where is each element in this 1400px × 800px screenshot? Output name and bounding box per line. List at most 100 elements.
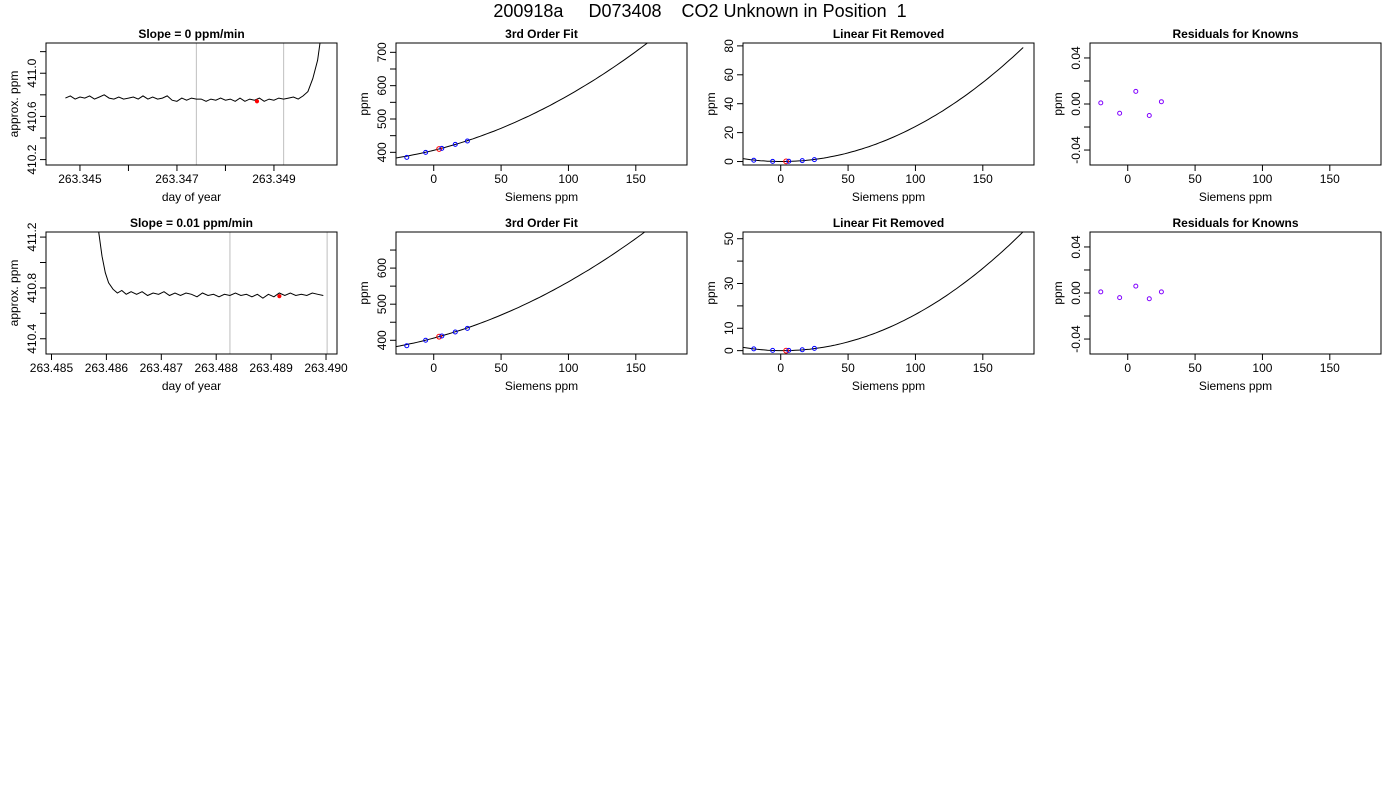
y-tick-label: 0	[722, 347, 736, 354]
data-point	[1098, 100, 1104, 106]
y-tick-label: 500	[375, 109, 389, 129]
data-point	[452, 329, 458, 335]
plot-frame	[395, 42, 688, 166]
unknown-point	[436, 146, 443, 152]
data-point	[799, 347, 805, 353]
data-point	[786, 158, 792, 164]
series-line	[98, 232, 324, 299]
x-axis-label: Siemens ppm	[505, 379, 578, 393]
x-tick-label: 263.488	[195, 361, 239, 375]
x-tick-label: 263.349	[252, 172, 296, 186]
data-point	[1117, 295, 1123, 301]
plot-frame	[45, 42, 338, 166]
panel-3: Linear Fit Removed 0 50 100 150 0 20 40 60 80 Siem…	[704, 27, 1035, 204]
data-point	[770, 158, 776, 164]
x-tick-label: 150	[626, 361, 646, 375]
x-tick-label: 263.489	[249, 361, 293, 375]
panel-title: Residuals for Knowns	[1172, 27, 1298, 41]
y-tick-label: 10	[722, 321, 736, 335]
y-tick-label: 500	[375, 294, 389, 314]
x-axis-label: Siemens ppm	[852, 379, 925, 393]
data-point	[751, 157, 757, 163]
y-tick-label: 400	[375, 330, 389, 350]
x-tick-label: 50	[494, 172, 508, 186]
y-tick-label: 0.00	[1069, 281, 1083, 305]
unknown-point	[436, 333, 443, 340]
y-tick-label: 410.4	[25, 323, 39, 353]
x-tick-label: 263.485	[30, 361, 74, 375]
panel-1: Slope = 0 ppm/min 263.345 263.347 263.349 41…	[7, 27, 338, 204]
x-tick-label: 0	[1124, 172, 1131, 186]
panel-5: Slope = 0.01 ppm/min 263.485 263.486 263.48…	[7, 216, 348, 393]
x-tick-label: 50	[841, 361, 855, 375]
x-tick-label: 263.487	[140, 361, 184, 375]
data-point	[1098, 289, 1104, 295]
panel-title: Linear Fit Removed	[833, 216, 944, 230]
y-tick-label: 60	[722, 68, 736, 82]
data-point	[404, 154, 410, 160]
panel-2: 3rd Order Fit 0 50 100 150 400 500 600 700 Siemen…	[357, 27, 688, 204]
y-tick-label: 0.04	[1069, 235, 1083, 259]
y-tick-label: 20	[722, 126, 736, 140]
data-point	[439, 145, 445, 151]
x-tick-label: 100	[1252, 172, 1272, 186]
plot-frame	[1089, 231, 1382, 355]
x-axis-label: Siemens ppm	[505, 190, 578, 204]
x-tick-label: 50	[1188, 361, 1202, 375]
x-tick-label: 150	[626, 172, 646, 186]
y-tick-label: 80	[722, 39, 736, 53]
x-tick-label: 150	[1320, 172, 1340, 186]
y-tick-label: 410.6	[25, 101, 39, 131]
panel-title: Slope = 0.01 ppm/min	[130, 216, 253, 230]
panel-8: Residuals for Knowns 0 50 100 150 -0.04 0.00 0.…	[1051, 216, 1382, 393]
data-point	[1158, 289, 1164, 295]
data-point	[464, 138, 470, 144]
fit-curve	[396, 232, 646, 348]
panel-title: Linear Fit Removed	[833, 27, 944, 41]
y-tick-label: 600	[375, 75, 389, 95]
x-tick-label: 150	[973, 172, 993, 186]
data-point	[464, 325, 470, 331]
x-tick-label: 150	[973, 361, 993, 375]
highlight-point	[254, 99, 260, 104]
figure-title: 200918a D073408 CO2 Unknown in Position …	[493, 1, 907, 21]
x-tick-label: 50	[494, 361, 508, 375]
x-axis-label: Siemens ppm	[1199, 190, 1272, 204]
x-tick-label: 100	[1252, 361, 1272, 375]
data-point	[423, 149, 429, 155]
data-point	[811, 157, 817, 163]
fit-curve	[396, 43, 649, 159]
y-tick-label: 600	[375, 258, 389, 278]
data-point	[452, 141, 458, 147]
data-point	[404, 343, 410, 349]
y-tick-label: 0.00	[1069, 92, 1083, 116]
data-point	[439, 333, 445, 339]
x-tick-label: 100	[558, 361, 578, 375]
x-tick-label: 263.345	[58, 172, 102, 186]
plot-frame	[45, 231, 338, 355]
y-axis-label: ppm	[1051, 92, 1065, 115]
unknown-point	[783, 158, 790, 165]
x-tick-label: 50	[841, 172, 855, 186]
x-tick-label: 100	[558, 172, 578, 186]
y-axis-label: ppm	[357, 281, 371, 304]
data-point	[1133, 88, 1139, 94]
x-tick-label: 100	[905, 361, 925, 375]
unknown-point	[783, 347, 790, 354]
y-axis-label: ppm	[1051, 281, 1065, 304]
y-tick-label: 0.04	[1069, 46, 1083, 70]
data-point	[1158, 99, 1164, 105]
x-tick-label: 263.486	[85, 361, 129, 375]
x-tick-label: 100	[905, 172, 925, 186]
x-axis-label: Siemens ppm	[852, 190, 925, 204]
x-axis-label: day of year	[162, 379, 221, 393]
x-tick-label: 0	[430, 172, 437, 186]
data-point	[1133, 283, 1139, 289]
panel-title: Residuals for Knowns	[1172, 216, 1298, 230]
data-point	[1146, 296, 1152, 302]
data-point	[1117, 110, 1123, 116]
data-point	[770, 347, 776, 353]
x-tick-label: 50	[1188, 172, 1202, 186]
x-tick-label: 0	[430, 361, 437, 375]
